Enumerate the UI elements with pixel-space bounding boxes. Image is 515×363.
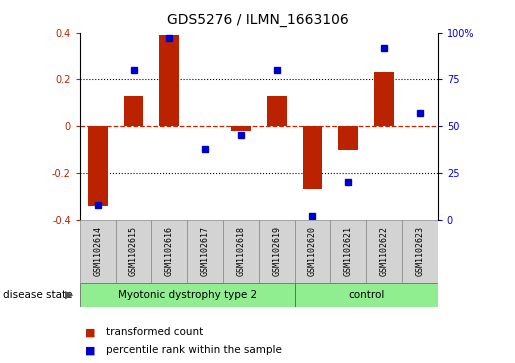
- Bar: [267, 96, 286, 126]
- Text: transformed count: transformed count: [106, 327, 203, 337]
- Text: percentile rank within the sample: percentile rank within the sample: [106, 345, 282, 355]
- Bar: [223, 220, 259, 283]
- Bar: [303, 126, 322, 189]
- Text: GSM1102619: GSM1102619: [272, 227, 281, 276]
- Bar: [366, 220, 402, 283]
- Text: GSM1102616: GSM1102616: [165, 227, 174, 276]
- Text: ■: ■: [85, 327, 95, 337]
- Bar: [374, 72, 394, 126]
- Text: control: control: [348, 290, 384, 300]
- Bar: [151, 220, 187, 283]
- Bar: [115, 220, 151, 283]
- Text: GSM1102622: GSM1102622: [380, 227, 388, 276]
- Text: GSM1102621: GSM1102621: [344, 227, 353, 276]
- Text: GDS5276 / ILMN_1663106: GDS5276 / ILMN_1663106: [167, 13, 348, 27]
- Text: GSM1102618: GSM1102618: [236, 227, 245, 276]
- Text: GSM1102615: GSM1102615: [129, 227, 138, 276]
- Bar: [259, 220, 295, 283]
- Text: GSM1102623: GSM1102623: [416, 227, 424, 276]
- Bar: [231, 126, 251, 131]
- Text: GSM1102620: GSM1102620: [308, 227, 317, 276]
- Bar: [295, 283, 438, 307]
- Bar: [80, 283, 295, 307]
- Bar: [338, 126, 358, 150]
- Text: Myotonic dystrophy type 2: Myotonic dystrophy type 2: [117, 290, 257, 300]
- Bar: [80, 220, 115, 283]
- Text: ▶: ▶: [65, 290, 74, 300]
- Bar: [187, 220, 223, 283]
- Text: GSM1102617: GSM1102617: [201, 227, 210, 276]
- Bar: [160, 35, 179, 126]
- Bar: [88, 126, 108, 205]
- Bar: [331, 220, 366, 283]
- Bar: [124, 96, 143, 126]
- Text: ■: ■: [85, 345, 95, 355]
- Bar: [295, 220, 331, 283]
- Text: GSM1102614: GSM1102614: [93, 227, 102, 276]
- Text: disease state: disease state: [3, 290, 72, 300]
- Bar: [402, 220, 438, 283]
